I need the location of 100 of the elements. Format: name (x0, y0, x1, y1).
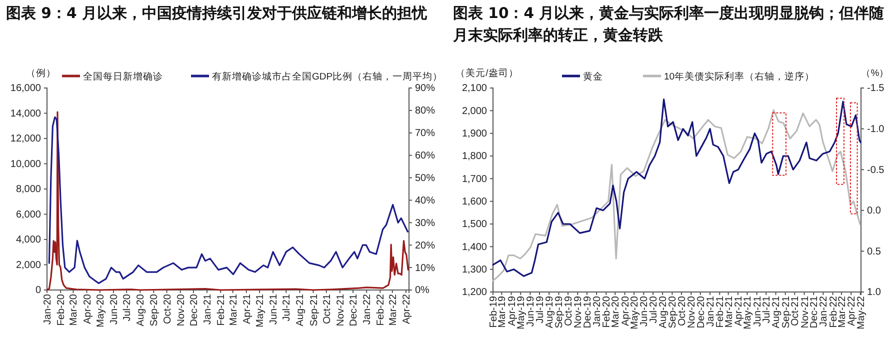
y-tick-label: 1,400 (462, 242, 488, 253)
x-tick-label: Nov-21 (335, 294, 346, 326)
x-tick-label: Apr-21 (733, 296, 744, 326)
chart-title: 图表 10：4 月以来，黄金与实际利率一度出现明显脱钩；但伴随月末实际利率的转正，黄金转跌 (452, 4, 886, 46)
x-tick-label: Feb-21 (715, 296, 726, 328)
x-tick-label: May-19 (516, 296, 528, 330)
x-tick-label: Oct-20 (676, 296, 688, 326)
legend-label: 10年美债实际利率（右轴，逆序） (664, 70, 815, 82)
y2-tick-label: 30% (415, 218, 436, 229)
y-tick-label: 16,000 (10, 83, 42, 94)
x-tick-label: Apr-21 (242, 294, 253, 324)
x-tick-label: Jan-22 (362, 294, 374, 325)
x-tick-label: May-21 (742, 296, 754, 330)
x-tick-label: Mar-20 (68, 294, 80, 326)
x-tick-label: Jan-21 (202, 294, 214, 325)
x-tick-label: Jun-21 (752, 296, 764, 327)
x-tick-label: Apr-22 (846, 296, 858, 326)
x-tick-label: Nov-21 (800, 296, 811, 328)
y-tick-label: 12,000 (10, 134, 42, 145)
y-tick-label: 2,100 (462, 83, 488, 94)
x-tick-label: Jul-20 (122, 294, 134, 322)
x-tick-label: May-22 (856, 296, 867, 330)
y2-tick-label: 70% (415, 128, 436, 140)
x-tick-label: May-21 (254, 294, 266, 328)
x-tick-label: Oct-21 (322, 294, 333, 324)
x-tick-label: Jun-20 (108, 294, 120, 325)
x-tick-label: Oct-21 (790, 296, 802, 326)
x-tick-label: Dec-19 (582, 296, 594, 328)
legend-label: 全国每日新增确诊 (83, 70, 163, 82)
x-tick-label: Feb-19 (488, 296, 500, 328)
x-tick-label: Jul-21 (282, 294, 293, 322)
x-tick-label: Sep-21 (308, 294, 320, 326)
x-tick-label: Nov-20 (176, 294, 187, 326)
x-tick-label: Jun-21 (268, 294, 280, 325)
x-tick-label: Sep-21 (780, 296, 792, 328)
x-tick-label: Jun-20 (639, 296, 650, 327)
x-tick-label: Mar-22 (836, 296, 848, 328)
y-tick-label: 1,700 (462, 174, 488, 185)
x-tick-label: Nov-19 (573, 296, 584, 328)
x-tick-label: Dec-20 (188, 294, 200, 326)
y-tick-label: 14,000 (10, 108, 42, 120)
y2-tick-label: 10% (415, 262, 436, 274)
x-tick-label: Feb-20 (602, 296, 613, 328)
y2-tick-label: 20% (415, 240, 436, 252)
y2-tick-label: -1.0 (867, 124, 885, 135)
y2-tick-label: 80% (415, 106, 436, 117)
x-tick-label: Apr-22 (401, 294, 412, 324)
y-tick-label: 2,000 (462, 106, 488, 117)
y-tick-label: 1,600 (462, 196, 488, 208)
y2-tick-label: -1.5 (867, 83, 885, 94)
x-tick-label: Mar-21 (724, 296, 735, 328)
x-tick-label: Apr-20 (620, 296, 632, 326)
x-tick-label: May-20 (95, 294, 106, 328)
x-tick-label: Apr-20 (82, 294, 94, 324)
y-axis-title: （例） (26, 68, 56, 79)
chart-title: 图表 9：4 月以来，中国疫情持续引发对于供应链和增长的担忧 (5, 4, 428, 24)
y2-tick-label: -0.5 (867, 164, 885, 176)
x-tick-label: Apr-19 (506, 296, 518, 326)
x-tick-label: Jan-20 (592, 296, 604, 327)
y-axis-title: （美元/盎司） (456, 67, 518, 79)
y-tick-label: 4,000 (16, 234, 42, 246)
y2-tick-label: 40% (415, 195, 436, 206)
legend-label: 有新增确诊城市占全国GDP比例（右轴，一周平均） (212, 70, 443, 82)
x-tick-label: Mar-19 (497, 296, 508, 328)
y-tick-label: 2,000 (16, 260, 42, 271)
y-tick-label: 6,000 (16, 209, 42, 220)
x-tick-label: Sep-19 (554, 296, 566, 328)
y-tick-label: 8,000 (16, 184, 42, 196)
x-tick-label: Nov-20 (686, 296, 698, 328)
legend-label: 黄金 (583, 70, 603, 82)
x-tick-label: Jul-21 (762, 296, 773, 324)
x-tick-label: Dec-21 (348, 294, 360, 326)
x-tick-label: Mar-22 (388, 294, 399, 326)
y2-tick-label: 0.5 (867, 246, 882, 258)
x-tick-label: Aug-21 (295, 294, 306, 326)
x-tick-label: Aug-19 (544, 296, 556, 328)
y-tick-label: 1,900 (462, 128, 488, 140)
y2-tick-label: 50% (415, 172, 436, 184)
y2-tick-label: 0% (415, 285, 430, 296)
x-tick-label: Feb-22 (376, 294, 387, 326)
y2-tick-label: 90% (415, 83, 436, 94)
x-tick-label: Mar-20 (610, 296, 622, 328)
x-tick-label: Feb-20 (56, 294, 68, 326)
x-tick-label: Sep-20 (149, 294, 160, 326)
x-tick-label: Feb-22 (828, 296, 840, 328)
x-tick-label: Jan-20 (42, 294, 54, 325)
x-tick-label: Feb-21 (216, 294, 228, 326)
y2-axis-title: （%） (860, 68, 890, 79)
x-tick-label: Aug-21 (771, 296, 782, 328)
x-tick-label: Sep-20 (668, 296, 679, 328)
y2-tick-label: 1.0 (867, 287, 882, 298)
x-tick-label: Jul-19 (535, 296, 546, 324)
x-tick-label: Dec-21 (809, 296, 820, 328)
x-tick-label: Jan-22 (818, 296, 830, 327)
y2-tick-label: 60% (415, 150, 436, 162)
x-tick-label: Mar-21 (228, 294, 240, 326)
y-tick-label: 1,500 (462, 219, 488, 230)
x-tick-label: May-20 (630, 296, 641, 330)
x-tick-label: Oct-20 (162, 294, 174, 324)
x-tick-label: Jan-21 (706, 296, 717, 327)
